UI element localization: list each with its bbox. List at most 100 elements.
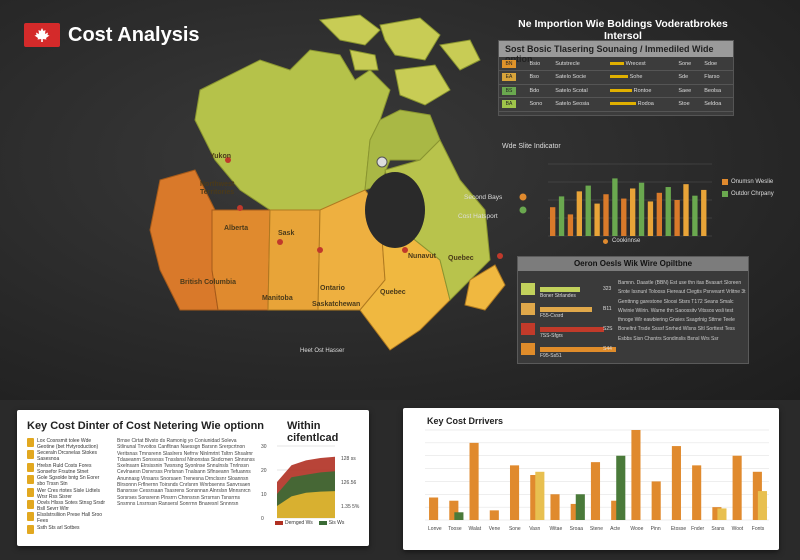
bar <box>469 442 479 520</box>
y-tick: 0 <box>261 516 264 522</box>
legend-label: Onumsn Weslie <box>731 179 774 185</box>
map-label: Quebec <box>448 255 474 262</box>
row-bar <box>610 102 637 106</box>
option-bar <box>540 306 592 312</box>
table-cell: Sde <box>675 70 702 85</box>
x-tick: Sroaa <box>570 526 584 532</box>
option-row <box>521 342 616 356</box>
bar <box>558 196 565 236</box>
key-cost-bar-chart: Lonve Toose Walat Vene Sone Vasn Witae Sroaa Ste… <box>425 429 769 532</box>
list-item: Wer Cres rtotes Sisle Lidtels Wrsr Rss S… <box>27 487 107 500</box>
bar <box>429 497 439 520</box>
list-item: Ssth Sts arl Sotbes <box>27 524 107 537</box>
list-item-text: Ssth Sts arl Sotbes <box>37 524 80 531</box>
bar <box>638 182 645 236</box>
bar <box>647 201 654 236</box>
option-value: B11 <box>603 306 612 312</box>
list-item: Elsslstrsiliion Prese Hall Sroo Fees <box>27 512 107 524</box>
bar <box>611 500 621 520</box>
bar <box>616 455 626 520</box>
bar <box>576 191 582 236</box>
list-item-text: Seceraln Drcsnelas Stokes Sasesnoa <box>37 450 98 463</box>
bar <box>585 185 591 236</box>
x-tick: Vasn <box>529 526 540 532</box>
card-body-text: Brnse Cirtat Blvsto ds Ramonig yo Coniun… <box>117 438 255 507</box>
table-cell: BN <box>499 57 527 71</box>
card-title: Key Cost Dinter of Cost Netering Wie opt… <box>27 420 265 432</box>
bar <box>590 462 601 520</box>
table-cell: Satelo Seosia <box>552 97 608 112</box>
map-label: Ontario <box>320 285 345 292</box>
map-region-atlantic <box>464 264 506 311</box>
row-swatch: BN <box>502 59 516 68</box>
table-cell: Beolsa <box>701 84 733 98</box>
bar <box>612 178 618 236</box>
bar <box>575 494 585 520</box>
x-tick: Woot <box>732 526 744 532</box>
table-cell: Bsio <box>526 57 553 71</box>
bar <box>631 430 641 520</box>
bar <box>665 187 671 236</box>
map-region-alberta <box>211 209 271 311</box>
table-row: EA Bso Satelo Socie Sohe Sde Flarso <box>499 70 733 85</box>
bar <box>671 446 681 520</box>
bar <box>535 471 545 520</box>
list-item-text: Hrelsn Ruld Costs Fores Sonsefor Frsutne… <box>37 462 92 475</box>
cost-icon <box>27 462 34 472</box>
value-label: 126.56 <box>341 480 357 486</box>
x-tick: Lonve <box>428 526 442 532</box>
list-item-text: Gole Sgsolde bntg Sn Eorer sbo Trssn Stn <box>37 475 100 488</box>
bar <box>651 481 661 520</box>
cost-drivers-card: Key Cost Dinter of Cost Netering Wie opt… <box>17 410 369 546</box>
canada-flag-icon <box>24 23 60 47</box>
option-label: F95-Ss51 <box>540 353 562 359</box>
option-label: Boner Strlandes <box>540 293 576 299</box>
row-bar <box>610 61 625 65</box>
table-cell: Satelo Scotal <box>552 84 608 98</box>
x-tick: Etosse <box>671 526 687 532</box>
bar <box>683 184 689 236</box>
map-label: Nunavut <box>408 253 437 260</box>
x-tick: Fnder <box>691 526 704 532</box>
table-cell: Stoe <box>675 97 702 112</box>
option-value: S44 <box>603 346 612 352</box>
bar <box>594 203 600 236</box>
option-bar <box>540 326 604 332</box>
row-bar <box>610 88 633 92</box>
map-legend-item: Cost Hatsport <box>458 213 498 220</box>
mid-bar-chart <box>548 163 712 237</box>
map-region-arctic <box>318 14 481 106</box>
row-bar <box>610 75 629 79</box>
map-hudson-bay <box>365 172 425 248</box>
table-cell: Seldoa <box>701 97 733 112</box>
map-legend-item: Second Bays <box>464 194 503 201</box>
cost-icon <box>27 450 34 460</box>
option-label: 7SS-Sfgrs <box>540 333 563 339</box>
bar <box>717 508 727 520</box>
table-cell: Sono <box>526 97 553 112</box>
bar <box>656 192 662 236</box>
line-chart-legend: Dernged Ws Sis Ws <box>275 520 344 526</box>
x-tick: Wooe <box>630 526 643 532</box>
table-cell: BA <box>499 97 527 112</box>
bar <box>757 491 767 520</box>
canada-map: Yukon Northwest Territories British Colu… <box>149 14 506 354</box>
bar <box>701 189 707 236</box>
bar <box>630 188 636 236</box>
mid-chart-legend: Onumsn Weslie Outdor Chrpany <box>722 179 774 197</box>
bar <box>732 455 742 520</box>
top-right-heading: Ne Importion Wie Boldings Voderatbrokes … <box>518 18 728 42</box>
x-tick: Witae <box>549 526 562 532</box>
cost-icon <box>27 487 34 497</box>
bar <box>712 507 722 520</box>
cost-icon <box>27 475 34 485</box>
row-swatch: BS <box>502 86 516 95</box>
bar <box>570 503 580 520</box>
card-title: Key Cost Drrivers <box>427 416 504 426</box>
value-label: 1.35 5% <box>341 504 360 510</box>
page-title: Cost Analysis <box>68 23 200 46</box>
x-tick: Walat <box>469 526 482 532</box>
bar <box>752 471 762 520</box>
table-cell: BS <box>499 84 527 98</box>
table-cell: Sutstrecle <box>552 57 608 71</box>
